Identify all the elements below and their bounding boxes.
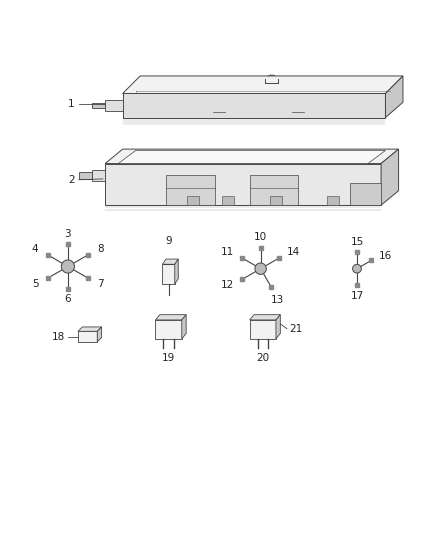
- FancyBboxPatch shape: [206, 97, 232, 114]
- Text: 20: 20: [256, 353, 269, 364]
- Polygon shape: [270, 197, 282, 205]
- Polygon shape: [350, 183, 381, 205]
- Text: 11: 11: [221, 247, 234, 257]
- Polygon shape: [123, 76, 403, 93]
- Polygon shape: [105, 149, 399, 164]
- Polygon shape: [276, 314, 280, 339]
- Polygon shape: [327, 197, 339, 205]
- Polygon shape: [175, 259, 178, 284]
- Text: 2: 2: [68, 175, 74, 185]
- Polygon shape: [250, 314, 280, 320]
- Polygon shape: [162, 259, 178, 264]
- FancyBboxPatch shape: [285, 97, 311, 114]
- Polygon shape: [162, 264, 175, 284]
- Polygon shape: [79, 172, 92, 179]
- Circle shape: [61, 260, 74, 273]
- Polygon shape: [385, 76, 403, 118]
- Text: 3: 3: [64, 229, 71, 239]
- Text: 13: 13: [271, 295, 284, 305]
- Text: 16: 16: [379, 251, 392, 261]
- Text: 18: 18: [52, 332, 65, 342]
- Polygon shape: [92, 170, 105, 181]
- Polygon shape: [187, 197, 199, 205]
- Polygon shape: [92, 103, 105, 108]
- Text: 15: 15: [350, 237, 364, 247]
- Polygon shape: [97, 327, 102, 342]
- Polygon shape: [78, 327, 102, 332]
- Text: 12: 12: [221, 280, 234, 290]
- Text: 17: 17: [350, 291, 364, 301]
- Polygon shape: [381, 149, 399, 205]
- Text: 10: 10: [254, 232, 267, 242]
- Text: 1: 1: [68, 100, 74, 109]
- Polygon shape: [222, 197, 234, 205]
- Polygon shape: [182, 314, 186, 339]
- Text: 14: 14: [287, 247, 300, 257]
- Polygon shape: [118, 150, 385, 164]
- Text: 21: 21: [289, 324, 302, 334]
- Text: 6: 6: [64, 294, 71, 304]
- Polygon shape: [105, 164, 381, 205]
- Polygon shape: [155, 314, 186, 320]
- Text: 7: 7: [97, 279, 104, 289]
- Text: 8: 8: [97, 244, 104, 254]
- Polygon shape: [105, 100, 123, 111]
- Polygon shape: [123, 93, 385, 118]
- Polygon shape: [155, 320, 182, 339]
- Text: 5: 5: [32, 279, 39, 289]
- Circle shape: [353, 264, 361, 273]
- Text: 4: 4: [32, 244, 39, 254]
- Text: 9: 9: [165, 236, 172, 246]
- Polygon shape: [166, 174, 215, 205]
- Polygon shape: [78, 332, 97, 342]
- Text: 19: 19: [162, 353, 175, 364]
- Polygon shape: [250, 320, 276, 339]
- Polygon shape: [250, 174, 298, 205]
- Circle shape: [255, 263, 266, 274]
